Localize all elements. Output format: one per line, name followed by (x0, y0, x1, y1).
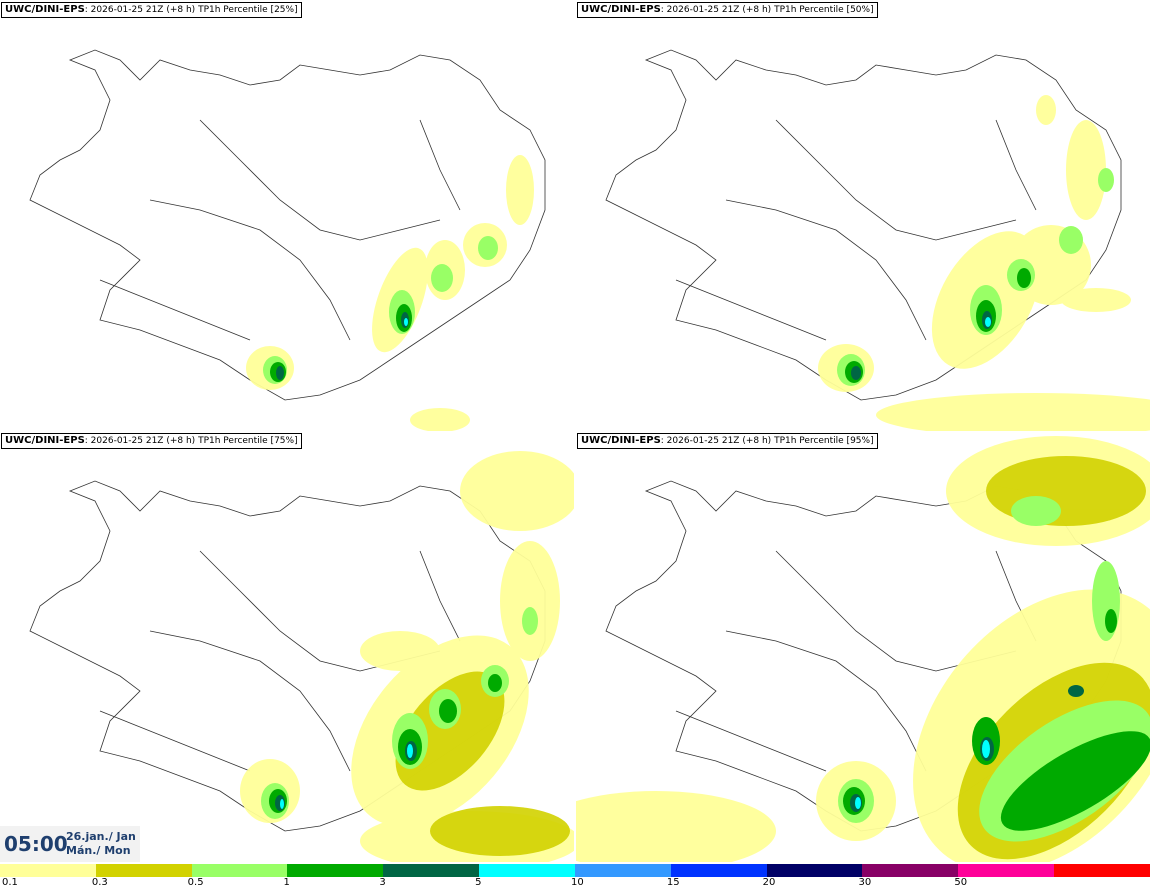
colorbar-tick-label: 1 (283, 877, 290, 888)
panel-title: UWC/DINI-EPS: 2026-01-25 21Z (+8 h) TP1h… (577, 433, 878, 449)
valid-date: 26.jan./ Jan Mán./ Mon (66, 830, 136, 858)
colorbar-swatch (670, 864, 767, 877)
colorbar-tick-label: 30 (858, 877, 872, 888)
colorbar-tick-label: 50 (954, 877, 968, 888)
colorbar-tick-label: 5 (475, 877, 482, 888)
colorbar-swatch (383, 864, 480, 877)
panel-divider (574, 0, 576, 862)
panel-title: UWC/DINI-EPS: 2026-01-25 21Z (+8 h) TP1h… (1, 433, 302, 449)
precip-colorbar (0, 864, 1150, 877)
map-panel-50: UWC/DINI-EPS: 2026-01-25 21Z (+8 h) TP1h… (576, 0, 1150, 431)
colorbar-tick-label: 0.3 (91, 877, 108, 888)
colorbar-swatch (958, 864, 1055, 877)
precip-overlay (246, 155, 534, 431)
colorbar-swatch (1054, 864, 1150, 877)
colorbar-swatch (479, 864, 575, 877)
colorbar-tick-label: 20 (762, 877, 776, 888)
colorbar-ticks: 0.1 0.3 0.5 1 3 5 10 15 20 30 50 (0, 877, 1150, 891)
date-line-2: Mán./ Mon (66, 844, 131, 857)
colorbar-tick-label: 10 (571, 877, 584, 888)
colorbar-swatch (766, 864, 863, 877)
precip-overlay (818, 95, 1150, 431)
colorbar-tick-label: 15 (666, 877, 680, 888)
colorbar-swatch (191, 864, 288, 877)
colorbar-swatch (0, 864, 96, 877)
colorbar-tick-label: 3 (379, 877, 386, 888)
colorbar-swatch (862, 864, 959, 877)
colorbar-tick-label: 0.5 (187, 877, 204, 888)
colorbar-tick-label: 0.1 (2, 877, 18, 888)
colorbar-swatch (574, 864, 671, 877)
map-panel-95: UWC/DINI-EPS: 2026-01-25 21Z (+8 h) TP1h… (576, 431, 1150, 862)
precip-overlay (576, 436, 1150, 862)
panel-title: UWC/DINI-EPS: 2026-01-25 21Z (+8 h) TP1h… (577, 2, 878, 18)
colorbar-swatch (287, 864, 384, 877)
valid-time: 05:00 (4, 832, 68, 856)
map-panel-75: UWC/DINI-EPS: 2026-01-25 21Z (+8 h) TP1h… (0, 431, 575, 862)
colorbar-swatch (95, 864, 192, 877)
valid-time-box (0, 826, 140, 862)
date-line-1: 26.jan./ Jan (66, 830, 136, 843)
precip-overlay (240, 451, 575, 862)
map-panel-25: UWC/DINI-EPS: 2026-01-25 21Z (+8 h) TP1h… (0, 0, 575, 431)
panel-title: UWC/DINI-EPS: 2026-01-25 21Z (+8 h) TP1h… (1, 2, 302, 18)
